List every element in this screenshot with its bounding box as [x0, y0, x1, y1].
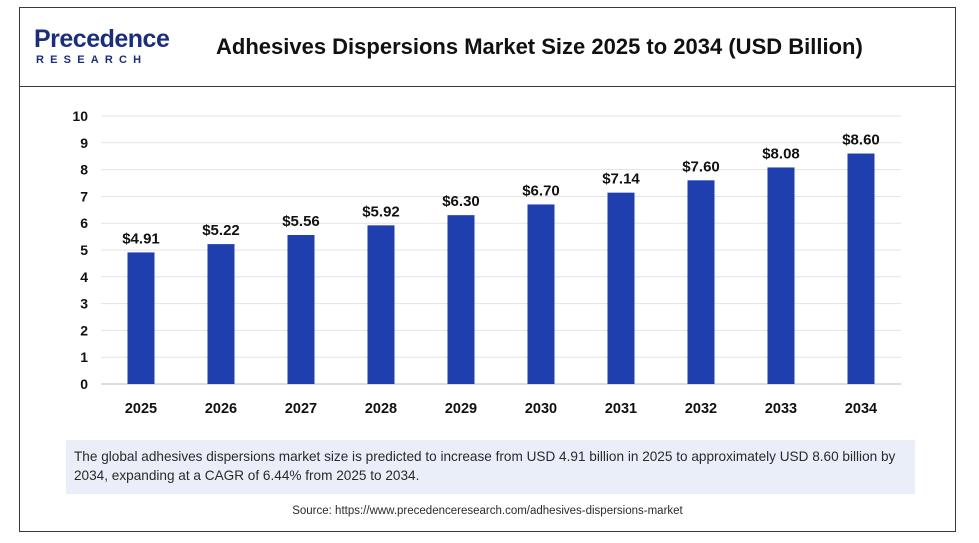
bar-chart: 0 1 2 3 4 5 6 7 8 9 10 $4.91 2025 $5.22 2026 $5.56 2027 $… — [72, 108, 901, 417]
x-tick-label: 2033 — [765, 401, 797, 417]
x-tick-label: 2031 — [605, 401, 637, 417]
data-label: $5.22 — [202, 222, 240, 239]
data-label: $5.92 — [362, 203, 400, 220]
bar — [287, 234, 315, 384]
bar — [847, 153, 875, 384]
caption-text: The global adhesives dispersions market … — [74, 449, 896, 483]
data-label: $5.56 — [282, 213, 320, 230]
y-tick-label: 3 — [80, 296, 88, 312]
data-label: $7.60 — [682, 158, 720, 175]
data-label: $6.30 — [442, 193, 480, 210]
y-tick-label: 4 — [80, 269, 88, 285]
logo-main-text: Precedence — [34, 25, 170, 53]
data-label: $4.91 — [122, 230, 160, 247]
y-tick-label: 0 — [80, 376, 88, 392]
bar — [127, 252, 155, 384]
brand-logo: Precedence RESEARCH — [34, 26, 184, 72]
chart-header: Precedence RESEARCH Adhesives Dispersion… — [20, 8, 955, 87]
y-tick-label: 7 — [80, 188, 88, 204]
x-tick-label: 2026 — [205, 401, 237, 417]
y-tick-label: 5 — [80, 242, 88, 258]
y-tick-label: 8 — [80, 162, 88, 178]
chart-frame: Precedence RESEARCH Adhesives Dispersion… — [19, 7, 956, 532]
data-label: $6.70 — [522, 182, 560, 199]
data-label: $7.14 — [602, 171, 640, 188]
y-tick-label: 6 — [80, 215, 88, 231]
x-tick-label: 2034 — [845, 401, 877, 417]
bar — [527, 204, 555, 384]
bar — [767, 167, 795, 384]
logo-sub-text: RESEARCH — [36, 54, 148, 66]
x-tick-label: 2027 — [285, 401, 317, 417]
bar — [607, 192, 635, 384]
bar — [687, 180, 715, 384]
y-tick-label: 1 — [80, 349, 88, 365]
x-tick-label: 2028 — [365, 401, 397, 417]
x-tick-label: 2030 — [525, 401, 557, 417]
x-tick-label: 2029 — [445, 401, 477, 417]
data-label: $8.60 — [842, 132, 880, 149]
x-tick-label: 2032 — [685, 401, 717, 417]
y-tick-label: 9 — [80, 135, 88, 151]
chart-title: Adhesives Dispersions Market Size 2025 t… — [216, 34, 863, 59]
bar — [447, 215, 475, 384]
x-tick-label: 2025 — [125, 401, 157, 417]
data-label: $8.08 — [762, 145, 800, 162]
source-text: Source: https://www.precedenceresearch.c… — [292, 505, 683, 517]
bar — [207, 244, 235, 384]
caption-box: The global adhesives dispersions market … — [66, 440, 915, 494]
y-tick-label: 10 — [72, 108, 88, 124]
bar — [367, 225, 395, 384]
y-tick-label: 2 — [80, 322, 88, 338]
